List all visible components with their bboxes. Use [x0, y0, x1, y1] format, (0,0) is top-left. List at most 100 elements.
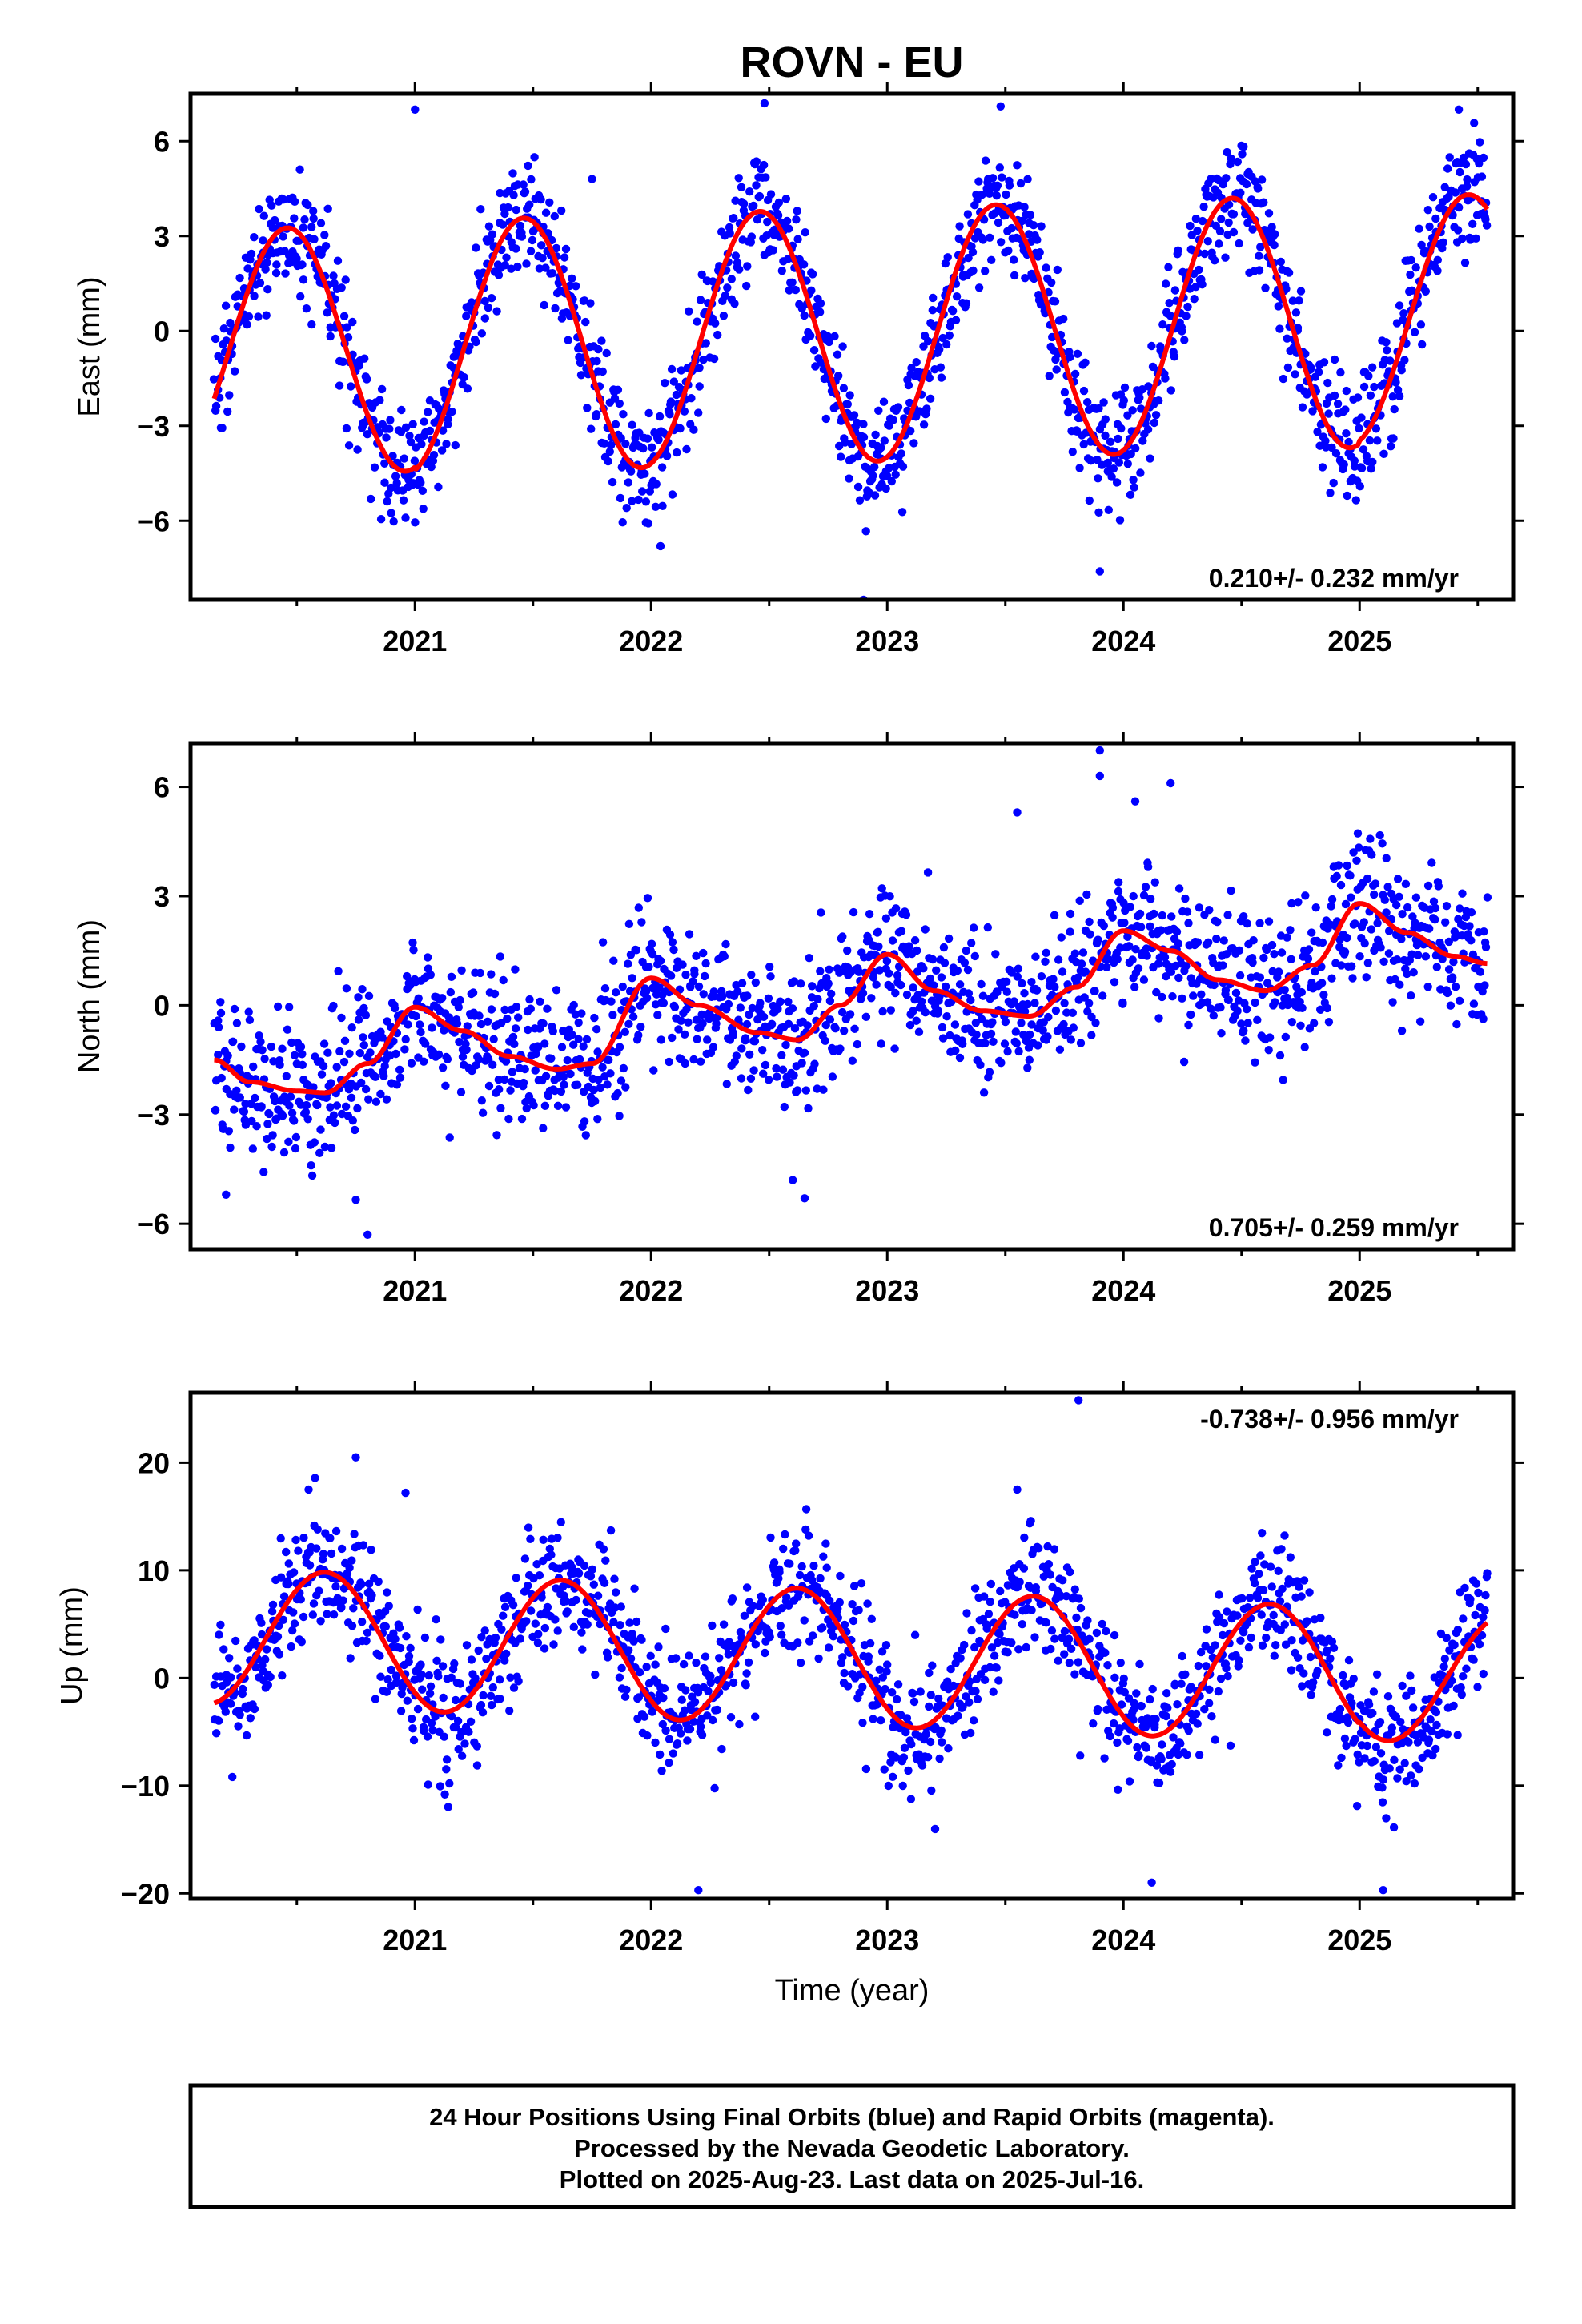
east-rate-label: 0.210+/- 0.232 mm/yr	[1209, 564, 1459, 593]
data-point	[1410, 328, 1419, 336]
data-point	[960, 1640, 969, 1650]
data-point	[488, 230, 497, 239]
x-tick-label: 2025	[1327, 625, 1391, 657]
data-point	[887, 476, 897, 486]
data-point	[426, 971, 435, 979]
data-point	[1193, 938, 1203, 947]
data-point	[442, 440, 451, 448]
data-point	[877, 1647, 887, 1656]
data-point	[1448, 211, 1457, 219]
data-point	[1375, 830, 1384, 840]
data-point	[347, 1093, 356, 1103]
outlier-point	[351, 1453, 360, 1462]
data-point	[795, 1570, 805, 1580]
data-point	[685, 1724, 695, 1734]
data-point	[680, 407, 689, 416]
data-point	[745, 1010, 753, 1019]
data-point	[737, 183, 746, 191]
data-point	[525, 995, 534, 1004]
data-point	[339, 357, 347, 366]
data-point	[1014, 1047, 1023, 1056]
data-point	[635, 1668, 644, 1677]
data-point	[1389, 1823, 1399, 1832]
data-point	[735, 1719, 744, 1729]
data-point	[307, 1171, 317, 1180]
data-point	[990, 1651, 999, 1660]
data-point	[1060, 388, 1070, 397]
data-point	[308, 1610, 317, 1619]
footer-box: 24 Hour Positions Using Final Orbits (bl…	[188, 2083, 1516, 2209]
data-point	[988, 1018, 997, 1027]
data-point	[290, 214, 299, 223]
data-point	[685, 307, 693, 316]
data-point	[1366, 834, 1375, 843]
data-point	[1083, 1616, 1092, 1625]
outlier-point	[760, 99, 769, 108]
data-point	[720, 952, 729, 961]
data-point	[1216, 1003, 1225, 1012]
data-point	[950, 1020, 960, 1029]
data-point	[1447, 1676, 1456, 1685]
data-point	[822, 1563, 831, 1572]
data-point	[819, 1552, 828, 1561]
data-point	[1342, 1741, 1351, 1751]
data-point	[353, 1104, 362, 1113]
x-tick-label: 2021	[383, 625, 447, 657]
data-point	[528, 235, 537, 245]
data-point	[987, 255, 996, 264]
data-point	[605, 447, 614, 456]
data-point	[395, 1623, 404, 1632]
data-point	[1219, 1630, 1227, 1640]
data-point	[540, 300, 548, 310]
data-point	[772, 1063, 781, 1073]
data-point	[922, 404, 931, 413]
data-point	[1265, 1033, 1275, 1042]
data-point	[888, 1772, 897, 1781]
figure-title: ROVN - EU	[740, 38, 963, 86]
data-point	[246, 1714, 255, 1723]
data-point	[496, 1104, 505, 1113]
data-point	[1479, 1669, 1488, 1679]
data-point	[1318, 938, 1327, 947]
data-point	[242, 1731, 251, 1740]
data-point	[733, 259, 742, 267]
data-point	[593, 1047, 602, 1056]
data-point	[1087, 1012, 1096, 1022]
data-point	[1186, 221, 1195, 231]
data-point	[877, 443, 885, 452]
data-point	[1340, 1734, 1350, 1743]
data-point	[1404, 1738, 1413, 1747]
data-point	[1445, 1646, 1454, 1655]
data-point	[504, 1114, 513, 1124]
data-point	[973, 1695, 982, 1703]
data-point	[549, 1640, 558, 1649]
data-point	[1255, 973, 1265, 982]
data-point	[1143, 425, 1153, 434]
data-point	[211, 1105, 220, 1115]
data-point	[1378, 839, 1387, 848]
data-point	[955, 1053, 965, 1063]
data-point	[936, 363, 946, 372]
data-point	[1322, 443, 1331, 452]
data-point	[453, 1716, 463, 1726]
data-point	[359, 1541, 368, 1550]
data-point	[1158, 320, 1167, 329]
data-point	[993, 987, 1002, 997]
data-point	[1104, 505, 1114, 514]
data-point	[758, 1595, 767, 1604]
data-point	[1141, 883, 1150, 891]
data-point	[985, 1068, 994, 1076]
data-point	[534, 1630, 543, 1638]
data-point	[1029, 221, 1038, 230]
data-point	[1041, 957, 1050, 967]
data-point	[1479, 1613, 1488, 1622]
data-point	[1125, 1777, 1134, 1786]
data-point	[781, 1530, 789, 1539]
data-point	[1032, 986, 1042, 995]
data-point	[375, 396, 384, 404]
data-point	[382, 433, 391, 442]
data-point	[934, 1007, 942, 1015]
data-point	[1186, 1683, 1195, 1691]
data-point	[1364, 1700, 1374, 1709]
data-point	[1081, 358, 1090, 367]
